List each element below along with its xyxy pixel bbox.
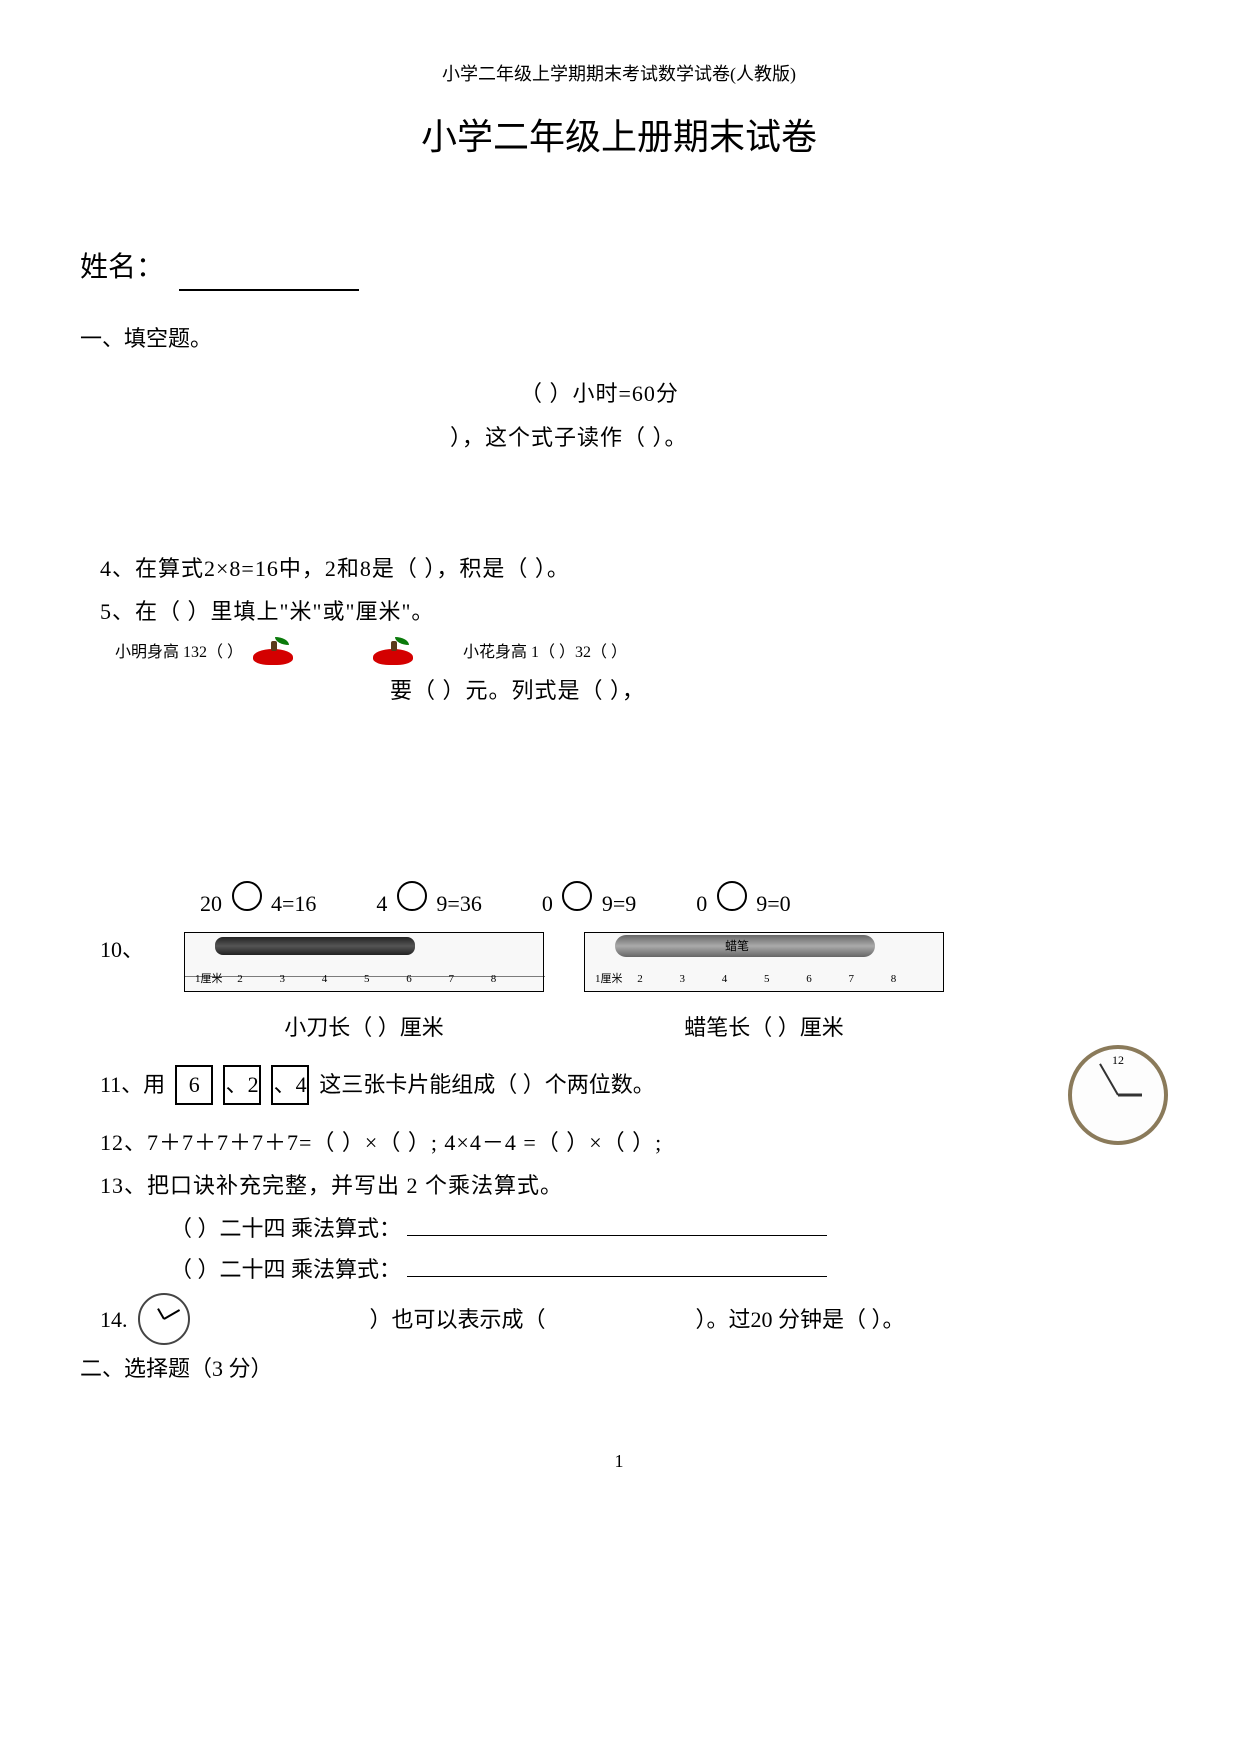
q13-line-a: （ ）二十四 乘法算式：: [170, 1211, 1158, 1246]
question-time: （ ）小时=60分: [520, 376, 1158, 411]
card: 、4: [271, 1065, 309, 1105]
q9-right: 9=9: [602, 891, 636, 916]
ruler-tick-label: 3: [680, 971, 722, 989]
q13-line-b: （ ）二十四 乘法算式：: [170, 1252, 1158, 1287]
ruler-tick-label: 1厘米: [595, 971, 637, 989]
q11-prefix: 11、用: [100, 1067, 165, 1102]
q9-item: 0 9=0: [696, 886, 790, 921]
ruler-tick-label: 6: [806, 971, 848, 989]
ruler-tick-label: 5: [764, 971, 806, 989]
crayon-icon: [615, 935, 875, 957]
q9-item: 20 4=16: [200, 886, 316, 921]
question-5-sub: 小明身高 132（ ） 小花身高 1（ ）32（ ）: [115, 637, 1158, 665]
ruler-tick-label: 6: [406, 971, 448, 989]
question-read: ），这个式子读作（ ）。: [450, 420, 1158, 455]
apple-icon: [373, 637, 413, 665]
question-4: 4、在算式2×8=16中，2和8是（ ），积是（ ）。: [100, 551, 1158, 586]
question-6-tail: 要（ ）元。列式是（ ），: [390, 673, 1158, 708]
q14-prefix: 14.: [100, 1302, 128, 1337]
clock-icon: [1068, 1045, 1168, 1145]
q13-b-prefix: （ ）二十四 乘法算式：: [170, 1257, 401, 1282]
q11-suffix: 这三张卡片能组成（ ）个两位数。: [319, 1067, 655, 1102]
circle-blank[interactable]: [717, 881, 747, 911]
question-14: 14. ）也可以表示成（ ）。过20 分钟是（ ）。: [100, 1293, 1158, 1345]
circle-blank[interactable]: [397, 881, 427, 911]
ruler-crayon: 1厘米 2 3 4 5 6 7 8 蜡笔长（ ）厘米: [584, 932, 944, 1045]
q9-item: 4 9=36: [376, 886, 481, 921]
ruler-tick-label: 2: [637, 971, 679, 989]
clock-small-icon: [138, 1293, 190, 1345]
name-label: 姓名：: [80, 252, 164, 283]
page-number: 1: [80, 1447, 1158, 1476]
question-5: 5、在（ ）里填上"米"或"厘米"。: [100, 594, 1158, 629]
ruler-knife: 1厘米 2 3 4 5 6 7 8 小刀长（ ）厘米: [184, 932, 544, 1045]
name-row: 姓名：: [80, 246, 1158, 291]
answer-line[interactable]: [407, 1276, 827, 1277]
ruler-labels: 1厘米 2 3 4 5 6 7 8: [185, 971, 543, 989]
ruler-labels: 1厘米 2 3 4 5 6 7 8: [585, 971, 943, 989]
q14-mid: ）也可以表示成（: [370, 1302, 546, 1337]
card: 、2: [223, 1065, 261, 1105]
card: 6: [175, 1065, 213, 1105]
ruler-tick-label: 3: [280, 971, 322, 989]
ruler-tick-label: 8: [891, 971, 933, 989]
name-blank[interactable]: [179, 289, 359, 291]
q9-right: 4=16: [271, 891, 316, 916]
q5-left: 小明身高 132（ ）: [115, 640, 243, 666]
q9-right: 9=0: [756, 891, 790, 916]
q10-label: 10、: [100, 932, 144, 967]
ruler-tick-label: 1厘米: [195, 971, 237, 989]
ruler-tick-label: 7: [849, 971, 891, 989]
ruler-tick-label: 8: [491, 971, 533, 989]
question-9-row: 20 4=16 4 9=36 0 9=9 0 9=0: [200, 886, 1158, 921]
q14-end: ）。过20 分钟是（ ）。: [696, 1302, 905, 1337]
question-13: 13、把口诀补充完整，并写出 2 个乘法算式。: [100, 1168, 1158, 1203]
ruler-tick-label: 4: [322, 971, 364, 989]
q9-right: 9=36: [436, 891, 481, 916]
q9-left: 4: [376, 891, 387, 916]
q9-left: 0: [696, 891, 707, 916]
question-12: 12、7＋7＋7＋7＋7=（ ）×（ ）; 4×4－4 =（ ）×（ ）;: [100, 1125, 1158, 1160]
section-2-heading: 二、选择题（3 分）: [80, 1351, 1158, 1386]
question-11: 11、用 6 、2 、4 这三张卡片能组成（ ）个两位数。: [100, 1065, 1158, 1105]
header-small: 小学二年级上学期期末考试数学试卷(人教版): [80, 60, 1158, 89]
q10-crayon-caption: 蜡笔长（ ）厘米: [584, 1010, 944, 1045]
circle-blank[interactable]: [562, 881, 592, 911]
ruler-tick-label: 4: [722, 971, 764, 989]
answer-line[interactable]: [407, 1235, 827, 1236]
ruler-tick-label: 7: [449, 971, 491, 989]
q10-knife-caption: 小刀长（ ）厘米: [184, 1010, 544, 1045]
q9-item: 0 9=9: [542, 886, 636, 921]
q9-left: 20: [200, 891, 222, 916]
section-1-heading: 一、填空题。: [80, 321, 1158, 356]
page-title: 小学二年级上册期末试卷: [80, 109, 1158, 167]
q9-left: 0: [542, 891, 553, 916]
ruler-tick-label: 2: [237, 971, 279, 989]
q13-a-prefix: （ ）二十四 乘法算式：: [170, 1216, 401, 1241]
ruler-tick-label: 5: [364, 971, 406, 989]
apple-icon: [253, 637, 293, 665]
q5-right: 小花身高 1（ ）32（ ）: [463, 640, 627, 666]
circle-blank[interactable]: [232, 881, 262, 911]
